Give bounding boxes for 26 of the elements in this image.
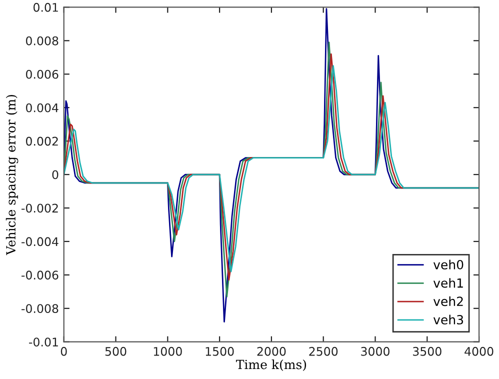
- y-tick-label: 0.01: [34, 2, 58, 12]
- y-tick-label: -0.002: [22, 204, 58, 213]
- x-tick-label: 4000: [464, 346, 494, 356]
- x-tick-label: 1500: [206, 346, 234, 356]
- legend-label: veh2: [433, 296, 463, 306]
- legend-label: veh1: [433, 278, 463, 288]
- y-tick-label: 0.004: [26, 103, 58, 112]
- y-tick-label: 0.008: [26, 36, 58, 46]
- x-tick-label: 2500: [309, 346, 338, 356]
- x-tick-label: 0: [60, 346, 67, 356]
- y-tick-label: 0.006: [26, 70, 58, 79]
- y-tick-label: 0.002: [26, 136, 58, 146]
- x-tick-label: 3000: [361, 346, 390, 356]
- y-tick-label: 0: [52, 170, 58, 180]
- x-axis-title: Time k(ms): [236, 360, 306, 371]
- x-tick-label: 3500: [413, 346, 442, 356]
- y-tick-label: -0.004: [22, 237, 58, 246]
- x-tick-label: 1000: [154, 346, 182, 356]
- legend-label: veh0: [433, 260, 464, 270]
- x-tick-label: 500: [105, 346, 126, 356]
- y-tick-label: -0.01: [29, 338, 58, 347]
- y-axis-title: Vehicle spacing error (m): [6, 95, 18, 256]
- x-tick-label: 2000: [257, 346, 286, 356]
- y-tick-label: -0.006: [22, 270, 58, 280]
- y-tick-label: -0.008: [22, 304, 58, 314]
- legend-label: veh3: [433, 314, 464, 324]
